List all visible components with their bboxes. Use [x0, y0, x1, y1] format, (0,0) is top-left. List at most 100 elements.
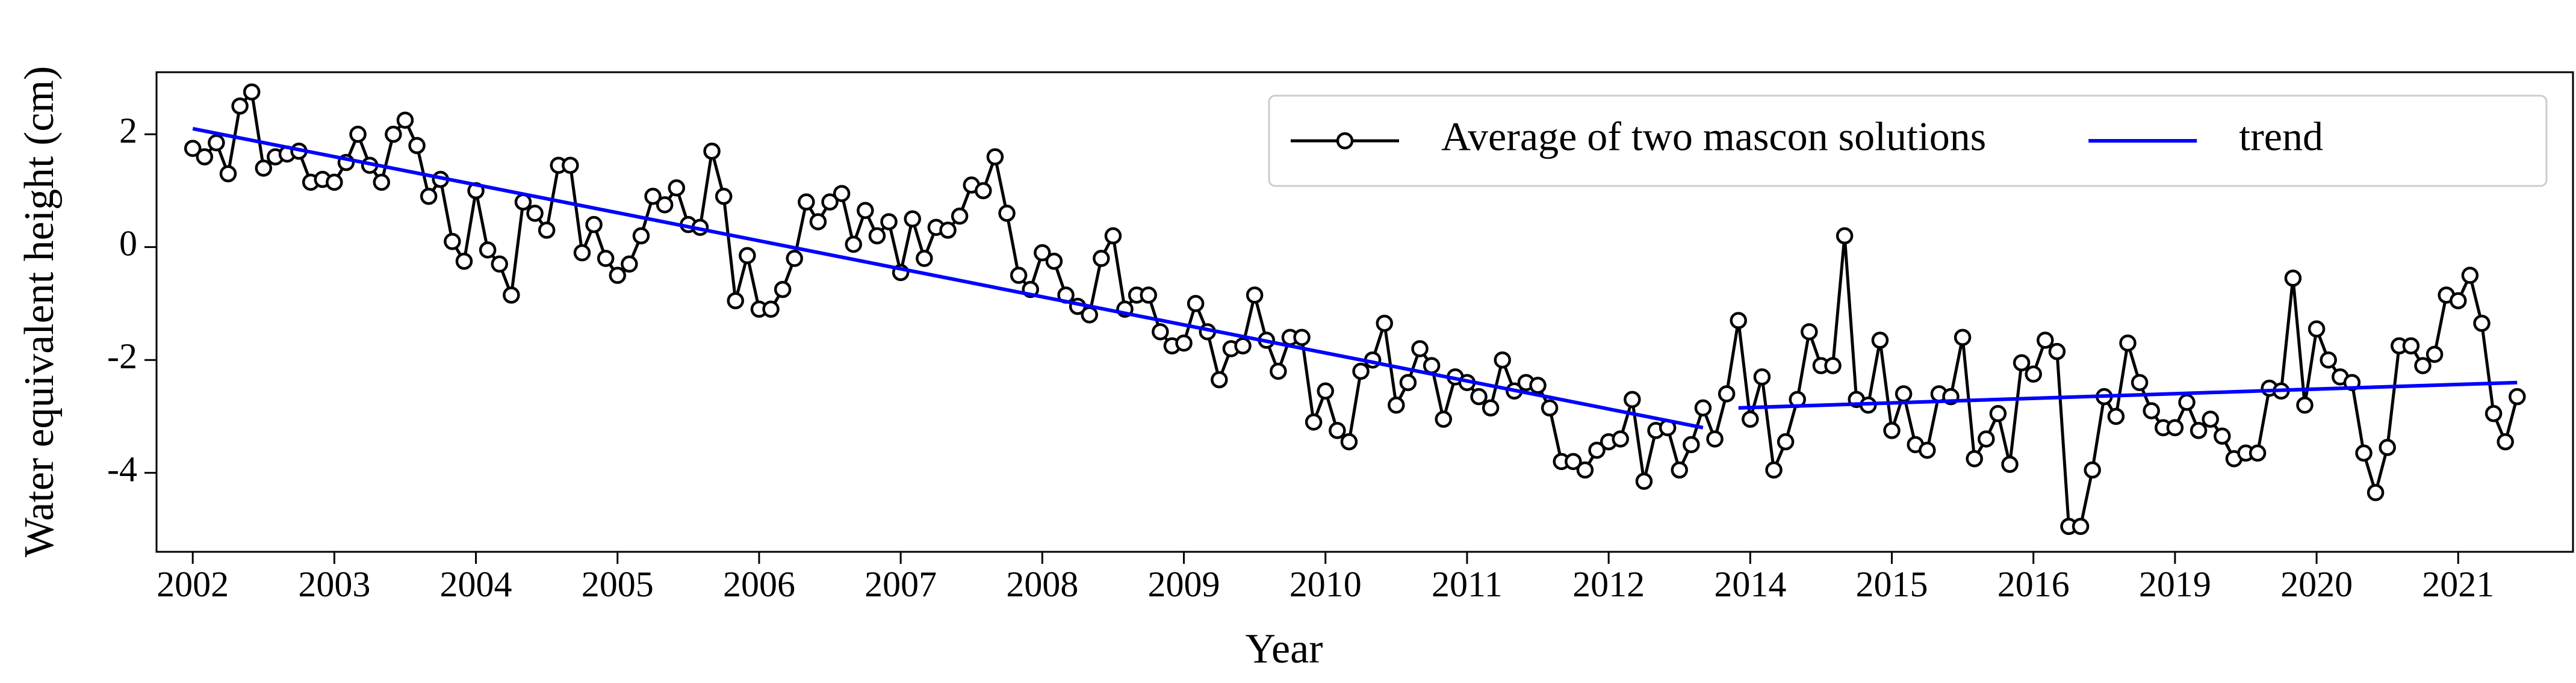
data-point	[1753, 368, 1771, 386]
data-point	[786, 250, 804, 267]
data-point	[1529, 377, 1547, 394]
data-point	[833, 185, 851, 202]
data-point	[2402, 337, 2420, 355]
x-tick-label: 2019	[2139, 564, 2211, 604]
data-point	[455, 252, 473, 270]
data-point	[1966, 450, 1983, 468]
data-point	[408, 137, 426, 155]
data-point	[255, 159, 273, 177]
data-point	[184, 140, 202, 157]
data-point	[1423, 357, 1441, 374]
data-point	[1765, 461, 1783, 479]
data-point	[2119, 334, 2137, 352]
data-point	[479, 241, 497, 259]
data-point	[2414, 357, 2432, 374]
data-point	[1895, 385, 1913, 403]
data-point	[2013, 354, 2031, 372]
data-point	[1482, 399, 1500, 417]
data-point	[2037, 332, 2054, 349]
data-point	[1612, 430, 1629, 448]
data-point	[1588, 441, 1606, 459]
data-point	[2461, 267, 2479, 284]
data-point	[715, 188, 733, 205]
data-point	[1352, 362, 1370, 380]
data-point	[1234, 337, 1252, 355]
data-point	[2249, 444, 2267, 462]
legend-marker	[1336, 132, 1354, 150]
x-tick-label: 2003	[298, 564, 370, 604]
x-tick-label: 2020	[2280, 564, 2353, 604]
data-point	[1671, 461, 1688, 479]
x-tick-label: 2021	[2422, 564, 2494, 604]
data-point	[1270, 362, 1287, 380]
data-point	[621, 255, 638, 273]
data-point	[1470, 388, 1488, 406]
x-tick-label: 2005	[582, 564, 654, 604]
x-tick-label: 2014	[1714, 564, 1786, 604]
data-point	[2214, 427, 2231, 445]
data-point	[420, 188, 438, 205]
data-point	[916, 250, 933, 267]
data-point	[2202, 410, 2219, 428]
data-point	[562, 156, 579, 174]
data-point	[1152, 323, 1169, 341]
data-point	[1978, 430, 1995, 448]
data-point	[231, 97, 249, 115]
data-point	[2497, 433, 2514, 451]
data-point	[2509, 388, 2526, 406]
data-point	[503, 286, 520, 304]
data-point	[727, 292, 745, 309]
data-point	[1034, 244, 1051, 262]
data-point	[868, 227, 886, 245]
data-point	[998, 205, 1016, 222]
data-point	[1694, 399, 1712, 417]
data-point	[2107, 407, 2125, 425]
data-point	[2131, 374, 2149, 391]
data-point	[644, 188, 662, 205]
data-point	[2178, 394, 2196, 411]
data-point	[1801, 323, 1818, 341]
y-tick-label: 0	[119, 223, 137, 263]
data-point	[2308, 320, 2326, 338]
legend-label: trend	[2239, 114, 2323, 159]
y-tick-label: -4	[107, 449, 137, 489]
data-point	[538, 221, 556, 239]
x-tick-label: 2004	[440, 564, 512, 604]
data-point	[703, 143, 721, 160]
x-tick-label: 2011	[1432, 564, 1503, 604]
data-point	[1836, 227, 1854, 245]
x-tick-label: 2012	[1572, 564, 1645, 604]
data-point	[385, 125, 402, 143]
data-point	[208, 134, 225, 152]
data-point	[1411, 340, 1429, 357]
data-point	[1777, 433, 1795, 451]
data-point	[1104, 227, 1122, 245]
data-point	[1317, 382, 1334, 400]
data-point	[491, 255, 509, 273]
data-point	[1399, 374, 1417, 391]
data-point	[1045, 252, 1063, 270]
data-point	[1246, 286, 1264, 304]
legend-box	[1268, 94, 2548, 187]
data-point	[514, 193, 532, 211]
y-axis-label: Water equivalent height (cm)	[16, 66, 63, 558]
legend: Average of two mascon solutions trend	[1268, 94, 2548, 187]
data-point	[2484, 405, 2503, 422]
data-point	[1635, 472, 1653, 490]
data-point	[1494, 351, 1511, 369]
data-point	[1883, 422, 1901, 439]
data-point	[1954, 329, 1972, 346]
data-point	[2425, 345, 2444, 363]
legend-label: Average of two mascon solutions	[1441, 114, 1986, 159]
data-point	[2166, 419, 2184, 436]
data-point	[774, 280, 792, 298]
plot-frame	[155, 71, 2574, 553]
data-point	[632, 227, 650, 245]
data-point	[1175, 334, 1193, 352]
data-point	[2355, 444, 2373, 462]
data-point	[573, 244, 591, 262]
data-point	[1293, 329, 1311, 346]
data-point	[609, 267, 627, 284]
